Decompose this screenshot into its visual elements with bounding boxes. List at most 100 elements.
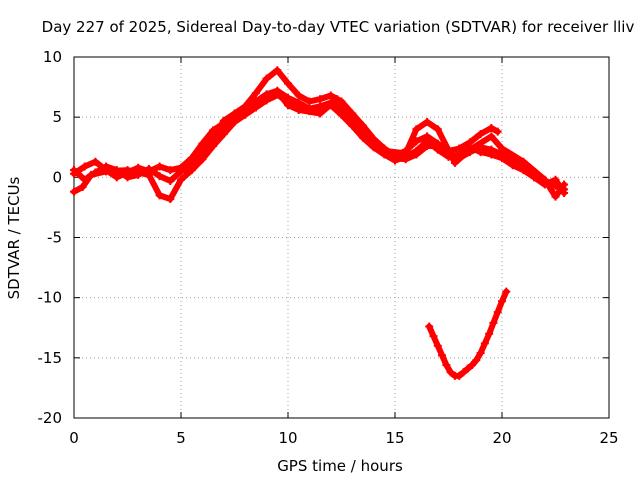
data-point <box>476 130 485 139</box>
data-point <box>87 170 96 179</box>
data-point <box>444 146 453 155</box>
data-point <box>177 167 185 176</box>
x-tick-label: 20 <box>492 429 511 447</box>
y-tick-label: 5 <box>52 108 62 126</box>
data-point <box>487 123 496 132</box>
data-point <box>551 192 560 201</box>
x-axis-label: GPS time / hours <box>277 457 403 475</box>
data-point <box>155 162 164 171</box>
data-point <box>284 101 292 110</box>
data-point <box>380 144 389 153</box>
y-tick-label: -10 <box>38 289 63 307</box>
data-point <box>187 166 196 175</box>
chart-title: Day 227 of 2025, Sidereal Day-to-day VTE… <box>42 18 635 36</box>
data-point <box>391 151 399 160</box>
data-point <box>337 110 346 119</box>
y-tick-label: -5 <box>47 229 62 247</box>
data-point <box>166 194 175 203</box>
y-tick-label: 0 <box>52 168 62 186</box>
data-point <box>459 368 468 377</box>
data-point <box>294 91 303 100</box>
x-tick-label: 25 <box>599 429 618 447</box>
data-point <box>177 175 185 184</box>
data-point <box>123 166 132 175</box>
data-point <box>487 150 496 159</box>
data-point <box>144 170 153 179</box>
data-point <box>498 144 506 153</box>
data-point <box>502 287 511 296</box>
data-point <box>326 91 335 100</box>
data-point <box>455 144 464 153</box>
data-point <box>465 145 474 154</box>
data-point <box>433 139 442 148</box>
data-point <box>358 133 367 142</box>
data-point <box>508 161 517 170</box>
data-point <box>476 148 485 157</box>
data-point <box>187 158 196 167</box>
series-line-track-5 <box>426 288 510 379</box>
data-point <box>455 371 464 380</box>
data-point <box>412 125 421 134</box>
data-point <box>519 166 528 175</box>
data-point <box>305 97 314 106</box>
y-tick-label: -20 <box>38 409 63 427</box>
data-point <box>275 90 284 99</box>
data-point <box>530 173 539 182</box>
data-point <box>102 167 111 176</box>
data-point <box>472 356 481 365</box>
data-point <box>80 162 89 171</box>
data-point <box>294 105 303 114</box>
data-point <box>423 132 432 141</box>
x-tick-label: 5 <box>176 429 186 447</box>
data-point <box>337 97 346 106</box>
data-series <box>70 66 569 380</box>
data-point <box>273 66 282 75</box>
x-tick-label: 0 <box>69 429 79 447</box>
data-point <box>348 109 357 118</box>
data-point <box>348 121 357 130</box>
y-tick-label: 10 <box>43 48 62 66</box>
data-point <box>446 368 455 377</box>
data-point <box>498 154 506 163</box>
data-point <box>230 109 239 118</box>
grid-lines <box>74 57 609 418</box>
data-point <box>166 166 175 175</box>
data-point <box>423 117 432 126</box>
data-point <box>433 341 442 350</box>
data-point <box>493 308 502 317</box>
data-point <box>358 121 367 130</box>
data-point <box>498 297 506 306</box>
data-point <box>412 137 421 146</box>
data-point <box>198 155 207 164</box>
data-point <box>540 175 549 184</box>
data-point <box>401 146 410 155</box>
data-point <box>198 144 207 153</box>
data-point <box>463 364 472 373</box>
data-point <box>468 361 477 370</box>
data-point <box>487 132 496 141</box>
data-point <box>112 173 121 182</box>
data-point <box>450 158 459 167</box>
data-point <box>262 74 271 83</box>
data-point <box>519 157 528 166</box>
data-point <box>241 102 250 111</box>
y-axis-label: SDTVAR / TECUs <box>5 176 23 299</box>
data-point <box>262 96 271 105</box>
data-point <box>70 166 78 175</box>
x-tick-label: 15 <box>385 429 404 447</box>
x-tick-label: 10 <box>278 429 297 447</box>
data-point <box>369 134 378 143</box>
data-point <box>78 182 87 191</box>
data-point <box>70 187 78 196</box>
data-point <box>493 127 502 136</box>
data-point <box>442 361 451 370</box>
data-point <box>155 172 164 181</box>
data-point <box>219 130 228 139</box>
data-point <box>480 339 489 348</box>
data-point <box>251 89 260 98</box>
data-point <box>316 109 325 118</box>
data-point <box>219 116 228 125</box>
data-point <box>91 157 100 166</box>
data-point <box>284 79 292 88</box>
data-point <box>230 117 239 126</box>
